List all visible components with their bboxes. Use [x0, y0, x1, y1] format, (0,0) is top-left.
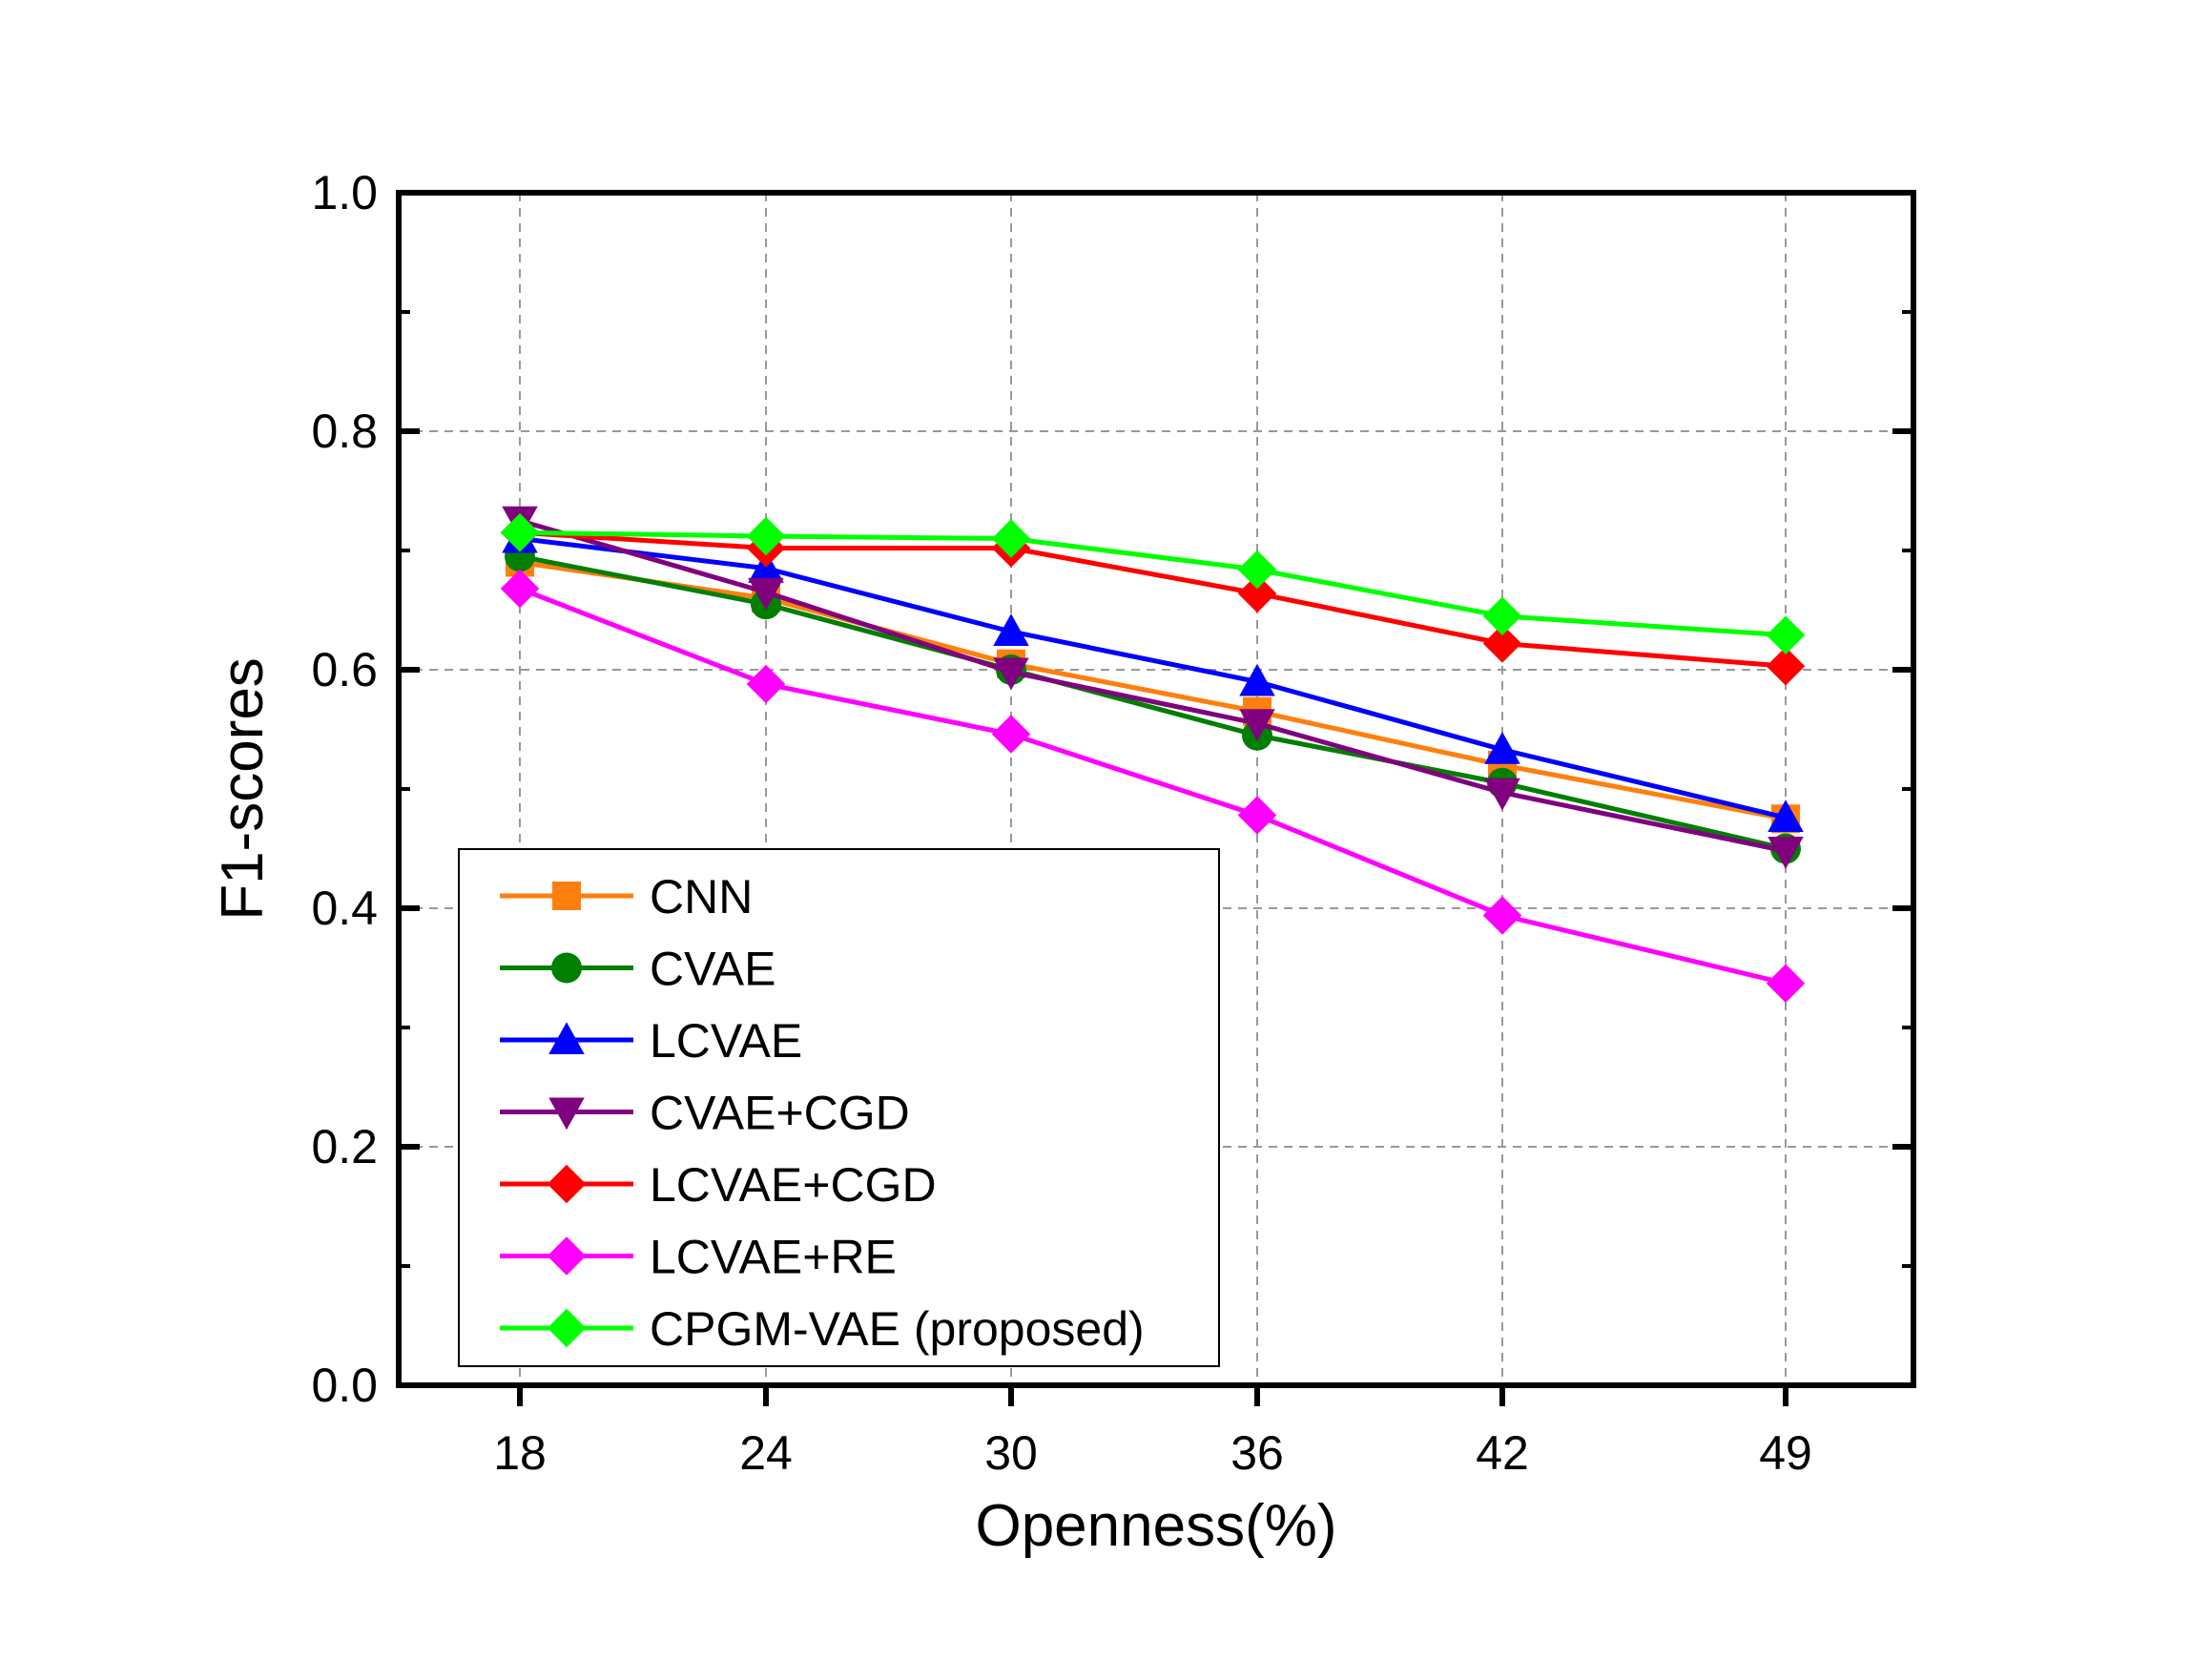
y-tick-label: 1.0: [311, 166, 378, 219]
data-point-lcvae-cgd: [1482, 624, 1522, 663]
legend-swatch-marker: [548, 1022, 585, 1054]
series-line-lcvae-re: [519, 586, 1787, 986]
legend-swatch-marker: [551, 952, 582, 984]
data-point-cpgm-vae-proposed: [991, 519, 1031, 558]
x-tick-label: 30: [984, 1426, 1038, 1480]
legend-label: CVAE+CGD: [650, 1087, 910, 1140]
series-line-cnn: [519, 560, 1787, 821]
data-point-lcvae-cgd: [1766, 647, 1806, 686]
series-layer: [500, 506, 1806, 1003]
legend-swatch-marker: [552, 882, 581, 910]
data-point-cvae-cgd: [993, 657, 1029, 691]
data-point-cvae-cgd: [748, 577, 784, 611]
series-cpgm-vae-proposed: [500, 513, 1806, 654]
legend-swatch-marker: [548, 1097, 585, 1131]
y-tick-label: 0.6: [311, 643, 378, 696]
legend-swatch-marker: [547, 1308, 587, 1348]
data-point-lcvae: [1484, 732, 1520, 764]
data-point-cvae-cgd: [1768, 837, 1804, 869]
series-lcvae-re: [500, 569, 1806, 1003]
data-point-lcvae-re: [991, 715, 1031, 754]
legend: CNN CVAE LCVAE CVAE+CGD LCVAE+CGD LCVAE+RE CPG…: [458, 848, 1220, 1367]
data-point-cvae-cgd: [1239, 709, 1275, 741]
y-tick-label: 0.8: [311, 405, 378, 458]
legend-label: LCVAE+RE: [650, 1231, 897, 1284]
legend-label: LCVAE+CGD: [650, 1158, 937, 1212]
y-tick-label: 0.4: [311, 882, 378, 935]
series-line-lcvae-cgd: [519, 529, 1787, 669]
data-point-cvae-cgd: [1484, 778, 1520, 811]
data-point-cpgm-vae-proposed: [1766, 615, 1806, 654]
legend-item-cvae-cgd: CVAE+CGD: [500, 1087, 910, 1140]
legend-label: CPGM-VAE (proposed): [650, 1302, 1145, 1356]
y-tick-label: 0.2: [311, 1120, 378, 1173]
data-point-lcvae: [1768, 799, 1804, 832]
series-line-cvae-cgd: [519, 518, 1787, 854]
y-tick-label: 0.0: [311, 1359, 378, 1412]
legend-box: [458, 848, 1220, 1367]
legend-label: CNN: [650, 870, 753, 924]
legend-label: CVAE: [650, 943, 775, 996]
data-point-lcvae-re: [500, 569, 540, 609]
data-point-lcvae-re: [1482, 896, 1522, 935]
data-point-lcvae-re: [746, 664, 786, 704]
legend-item-lcvae-cgd: LCVAE+CGD: [500, 1158, 937, 1212]
data-point-lcvae-re: [1766, 964, 1806, 1003]
x-axis-title: Openness(%): [975, 1493, 1336, 1559]
legend-swatch-marker: [547, 1164, 587, 1204]
x-tick-label: 42: [1476, 1426, 1529, 1480]
legend-item-cvae: CVAE: [500, 943, 775, 996]
legend-item-cpgm-vae-proposed: CPGM-VAE (proposed): [500, 1302, 1145, 1356]
data-point-cpgm-vae-proposed: [746, 516, 786, 556]
legend-item-cnn: CNN: [500, 870, 753, 924]
series-lcvae: [502, 520, 1804, 832]
axes: 0.0 0.2 0.4 0.6 0.8 1.0 18 24 30 36 42 49: [311, 166, 1913, 1480]
data-point-cpgm-vae-proposed: [500, 513, 540, 552]
x-tick-label: 36: [1230, 1426, 1284, 1480]
x-tick-label: 18: [493, 1426, 547, 1480]
series-line-cvae: [519, 553, 1787, 851]
legend-label: LCVAE: [650, 1014, 802, 1068]
series-cvae-cgd: [502, 506, 1804, 869]
data-point-cpgm-vae-proposed: [1237, 550, 1277, 590]
data-point-lcvae-re: [1237, 796, 1277, 835]
y-axis-title: F1-scores: [210, 657, 276, 921]
legend-item-lcvae-re: LCVAE+RE: [500, 1231, 897, 1284]
x-tick-label: 49: [1759, 1426, 1812, 1480]
data-point-cpgm-vae-proposed: [1482, 596, 1522, 635]
data-point-lcvae: [993, 613, 1029, 646]
series-line-lcvae: [519, 536, 1787, 820]
series-line-cpgm-vae-proposed: [519, 529, 1787, 638]
legend-swatch-marker: [547, 1236, 587, 1276]
data-point-lcvae-cgd: [1237, 573, 1277, 613]
x-tick-label: 24: [739, 1426, 793, 1480]
legend-item-lcvae: LCVAE: [500, 1014, 802, 1068]
data-point-lcvae: [1239, 663, 1275, 696]
